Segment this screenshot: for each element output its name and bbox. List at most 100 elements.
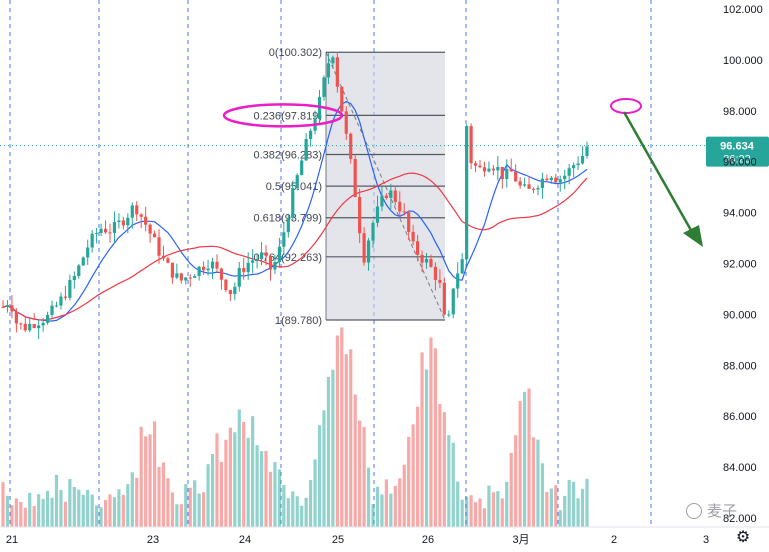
candle-body-34 bbox=[152, 233, 157, 238]
candle-body-66 bbox=[295, 175, 299, 189]
candle-body-18 bbox=[81, 257, 85, 266]
volume-bar-124 bbox=[554, 485, 558, 527]
volume-bar-65 bbox=[291, 491, 295, 527]
fibonacci-retracement[interactable]: 0(100.302) 0.236(97.819) 0.382(96.283) 0.5(… bbox=[254, 47, 446, 327]
candle-body-60 bbox=[268, 255, 273, 270]
candle-body-25 bbox=[112, 222, 117, 233]
candle-body-96 bbox=[429, 258, 433, 267]
volume-bar-86 bbox=[384, 479, 388, 527]
candle-body-36 bbox=[161, 255, 166, 259]
ma-slow-line bbox=[2, 172, 588, 321]
candle-body-128 bbox=[572, 165, 576, 169]
candle-body-73 bbox=[326, 63, 331, 78]
candle-body-113 bbox=[505, 168, 509, 180]
candle-body-104 bbox=[465, 126, 469, 260]
volume-bar-34 bbox=[152, 421, 157, 527]
volume-bar-72 bbox=[322, 410, 326, 527]
volume-bar-56 bbox=[251, 416, 255, 527]
volume-bar-68 bbox=[304, 497, 308, 527]
candle-body-103 bbox=[460, 259, 464, 274]
volume-bar-57 bbox=[255, 445, 259, 527]
volume-bar-80 bbox=[358, 420, 362, 527]
candle-body-31 bbox=[139, 214, 143, 217]
candle-body-119 bbox=[531, 188, 536, 190]
candle-body-5 bbox=[23, 323, 27, 331]
volume-bar-13 bbox=[59, 490, 63, 527]
volume-bar-111 bbox=[496, 491, 500, 527]
candle-body-86 bbox=[384, 195, 388, 199]
volume-bar-19 bbox=[86, 489, 90, 527]
volume-bar-87 bbox=[389, 493, 393, 527]
volume-bar-37 bbox=[166, 478, 170, 527]
volume-bar-39 bbox=[175, 504, 179, 527]
volume-bar-66 bbox=[295, 496, 299, 527]
volume-bar-129 bbox=[576, 498, 580, 527]
settings-gear-icon[interactable]: ⚙ bbox=[735, 529, 751, 546]
candle-body-37 bbox=[166, 258, 170, 263]
volume-bar-36 bbox=[161, 462, 166, 527]
candle-body-30 bbox=[135, 205, 139, 215]
fib-level-label-1: 0.236(97.819) bbox=[254, 110, 323, 122]
volume-bar-38 bbox=[170, 492, 175, 527]
candle-body-107 bbox=[478, 165, 482, 168]
candle-body-123 bbox=[549, 177, 553, 181]
x-tick-4: 26 bbox=[422, 534, 434, 546]
moving-averages bbox=[2, 100, 588, 322]
y-tick-7: 88.000 bbox=[723, 360, 757, 372]
volume-bar-30 bbox=[135, 477, 139, 527]
candle-body-11 bbox=[50, 305, 54, 315]
candle-body-101 bbox=[451, 288, 455, 315]
volume-bar-47 bbox=[210, 453, 215, 527]
time-axis[interactable]: 21 23 24 25 26 3月 2 3 bbox=[0, 526, 769, 546]
candlesticks bbox=[1, 52, 589, 340]
volume-bar-75 bbox=[335, 335, 339, 527]
candle-body-117 bbox=[522, 184, 527, 186]
current-price-value: 96.634 bbox=[720, 141, 755, 153]
candle-body-56 bbox=[251, 260, 255, 263]
volume-bar-50 bbox=[224, 439, 228, 527]
volume-bar-48 bbox=[215, 433, 219, 527]
candle-body-124 bbox=[554, 177, 558, 183]
volume-bar-98 bbox=[438, 403, 442, 527]
volume-bar-4 bbox=[19, 501, 23, 527]
candle-body-10 bbox=[45, 314, 50, 323]
volume-bar-49 bbox=[219, 461, 224, 527]
y-tick-9: 84.000 bbox=[723, 462, 757, 474]
candle-body-67 bbox=[300, 160, 304, 176]
y-tick-6: 90.000 bbox=[723, 309, 757, 321]
x-tick-3: 25 bbox=[332, 534, 344, 546]
candle-body-57 bbox=[255, 259, 259, 261]
candle-body-26 bbox=[117, 220, 121, 223]
candle-body-98 bbox=[438, 279, 442, 283]
candle-body-47 bbox=[210, 261, 215, 269]
volume-bar-122 bbox=[545, 491, 549, 527]
volume-bar-2 bbox=[10, 505, 14, 527]
y-tick-1: 100.000 bbox=[723, 55, 763, 67]
fib-level-label-3: 0.5(95.041) bbox=[266, 181, 322, 193]
volume-bar-29 bbox=[130, 472, 134, 527]
volume-bar-61 bbox=[273, 462, 277, 527]
volume-bar-88 bbox=[393, 485, 397, 527]
candle-body-120 bbox=[536, 188, 540, 190]
volume-bar-9 bbox=[41, 498, 45, 527]
candle-body-94 bbox=[420, 254, 424, 263]
price-axis[interactable]: 102.000 100.000 98.000 96.000 94.000 92.000 90… bbox=[723, 4, 763, 525]
candle-body-83 bbox=[371, 222, 375, 241]
volume-bar-11 bbox=[50, 497, 54, 527]
candle-body-24 bbox=[108, 232, 112, 234]
volume-bar-53 bbox=[237, 409, 241, 527]
candle-body-7 bbox=[32, 323, 36, 329]
volume-bar-10 bbox=[45, 490, 50, 527]
volume-bar-52 bbox=[233, 432, 237, 527]
volume-bar-115 bbox=[514, 435, 518, 527]
volume-bar-113 bbox=[505, 481, 509, 527]
candle-body-22 bbox=[99, 228, 103, 233]
drawing-annotations[interactable] bbox=[222, 98, 703, 247]
y-tick-10: 82.000 bbox=[723, 513, 757, 525]
candle-body-76 bbox=[340, 86, 344, 112]
volume-bar-92 bbox=[411, 424, 415, 527]
x-tick-5: 3月 bbox=[512, 534, 529, 546]
